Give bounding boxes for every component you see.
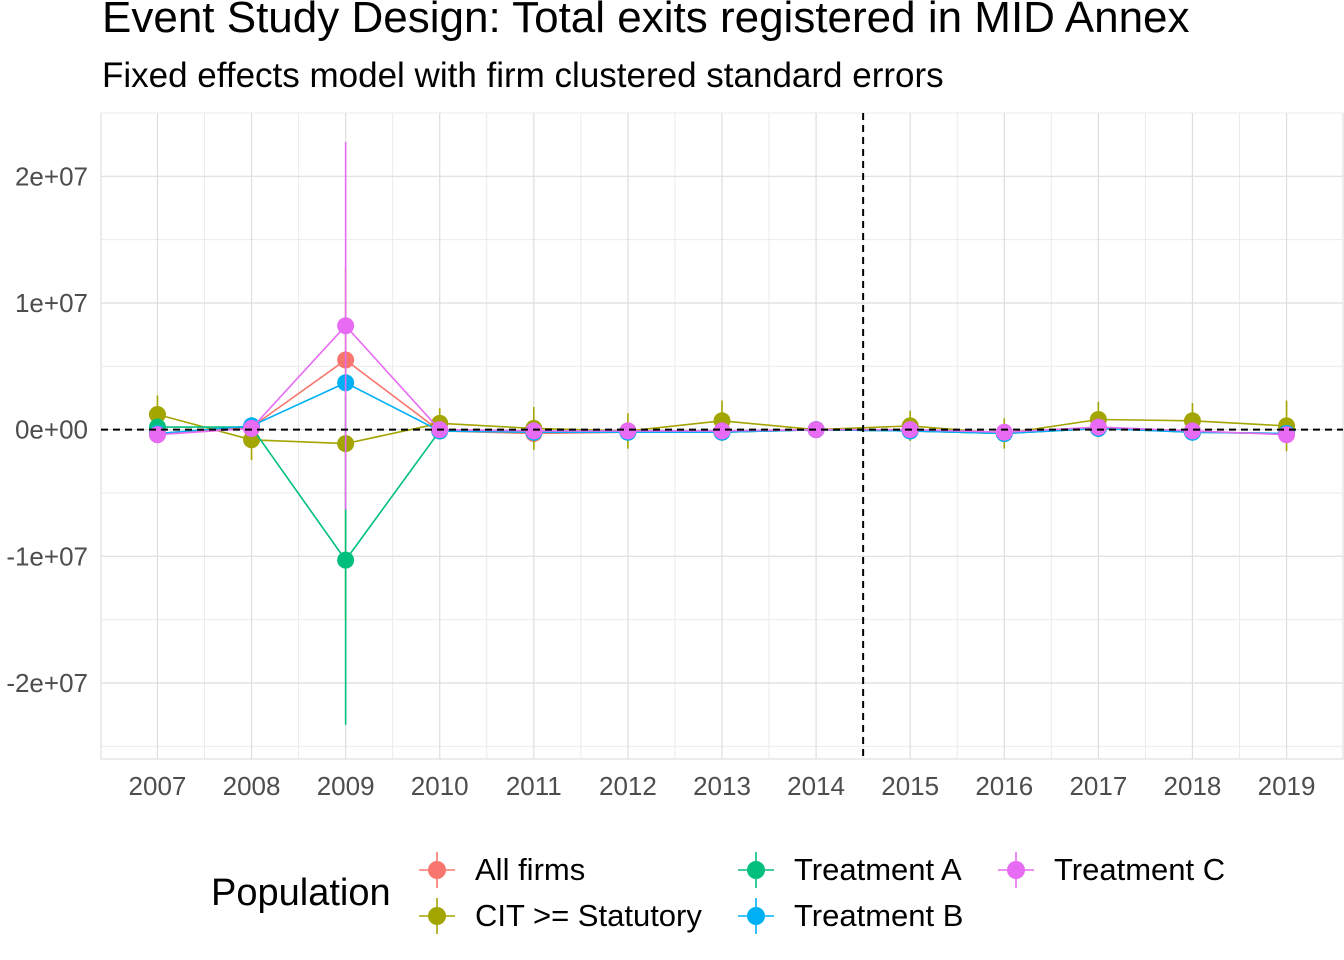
data-point — [1089, 418, 1107, 436]
y-axis: -2e+07 -1e+07 0e+00 1e+07 2e+07 — [6, 161, 88, 698]
legend-label: Treatment A — [794, 852, 962, 887]
legend-key-point — [428, 861, 446, 879]
data-point — [619, 422, 637, 440]
legend-item: CIT >= Statutory — [415, 894, 702, 938]
data-point — [148, 405, 166, 423]
legend-label: Treatment C — [1054, 852, 1226, 887]
chart-title: Event Study Design: Total exits register… — [102, 0, 1190, 42]
legend-item: Treatment B — [734, 894, 963, 938]
x-tick-label: 2019 — [1258, 771, 1316, 801]
legend: Population All firms CIT >= Statutory Trea… — [0, 840, 1344, 950]
legend-label: All firms — [475, 852, 586, 887]
legend-label: CIT >= Statutory — [475, 898, 702, 933]
data-point — [337, 551, 355, 569]
data-point — [713, 422, 731, 440]
plot-area: -2e+07 -1e+07 0e+00 1e+07 2e+07 2007 2008 2009… — [6, 112, 1344, 801]
data-point — [995, 423, 1013, 441]
x-tick-label: 2015 — [881, 771, 939, 801]
x-tick-label: 2016 — [975, 771, 1033, 801]
legend-key-icon — [738, 898, 774, 934]
legend-key-point — [428, 907, 446, 925]
legend-item: Treatment A — [734, 848, 962, 892]
legend-key-icon — [738, 852, 774, 888]
x-tick-label: 2012 — [599, 771, 657, 801]
legend-item: All firms — [415, 848, 585, 892]
legend-key-icon — [419, 898, 455, 934]
x-tick-label: 2018 — [1164, 771, 1222, 801]
y-tick-label: 1e+07 — [15, 288, 88, 318]
x-tick-label: 2013 — [693, 771, 751, 801]
data-point — [807, 421, 825, 439]
x-tick-label: 2009 — [317, 771, 375, 801]
legend-key-point — [1007, 861, 1025, 879]
data-point — [525, 422, 543, 440]
reference-lines — [101, 113, 1343, 759]
x-tick-label: 2010 — [411, 771, 469, 801]
legend-key-icon — [419, 852, 455, 888]
legend-label: Treatment B — [794, 898, 964, 933]
x-axis: 2007 2008 2009 2010 2011 2012 2013 2014 2015 2016… — [129, 771, 1316, 801]
legend-key-point — [747, 907, 765, 925]
chart-subtitle: Fixed effects model with firm clustered … — [102, 56, 944, 95]
data-point — [1183, 422, 1201, 440]
legend-item: Treatment C — [994, 848, 1225, 892]
x-tick-label: 2014 — [787, 771, 845, 801]
y-tick-label: 2e+07 — [15, 161, 88, 191]
data-point — [243, 419, 261, 437]
x-tick-label: 2007 — [129, 771, 187, 801]
data-point — [337, 317, 355, 335]
legend-title: Population — [211, 872, 391, 914]
y-tick-label: -1e+07 — [6, 541, 88, 571]
y-tick-label: -2e+07 — [6, 668, 88, 698]
y-tick-label: 0e+00 — [15, 415, 88, 445]
grid-minor — [101, 112, 1343, 759]
x-tick-label: 2011 — [506, 771, 562, 801]
x-tick-label: 2008 — [223, 771, 281, 801]
legend-key-icon — [998, 852, 1034, 888]
x-tick-label: 2017 — [1069, 771, 1127, 801]
legend-key-point — [747, 861, 765, 879]
